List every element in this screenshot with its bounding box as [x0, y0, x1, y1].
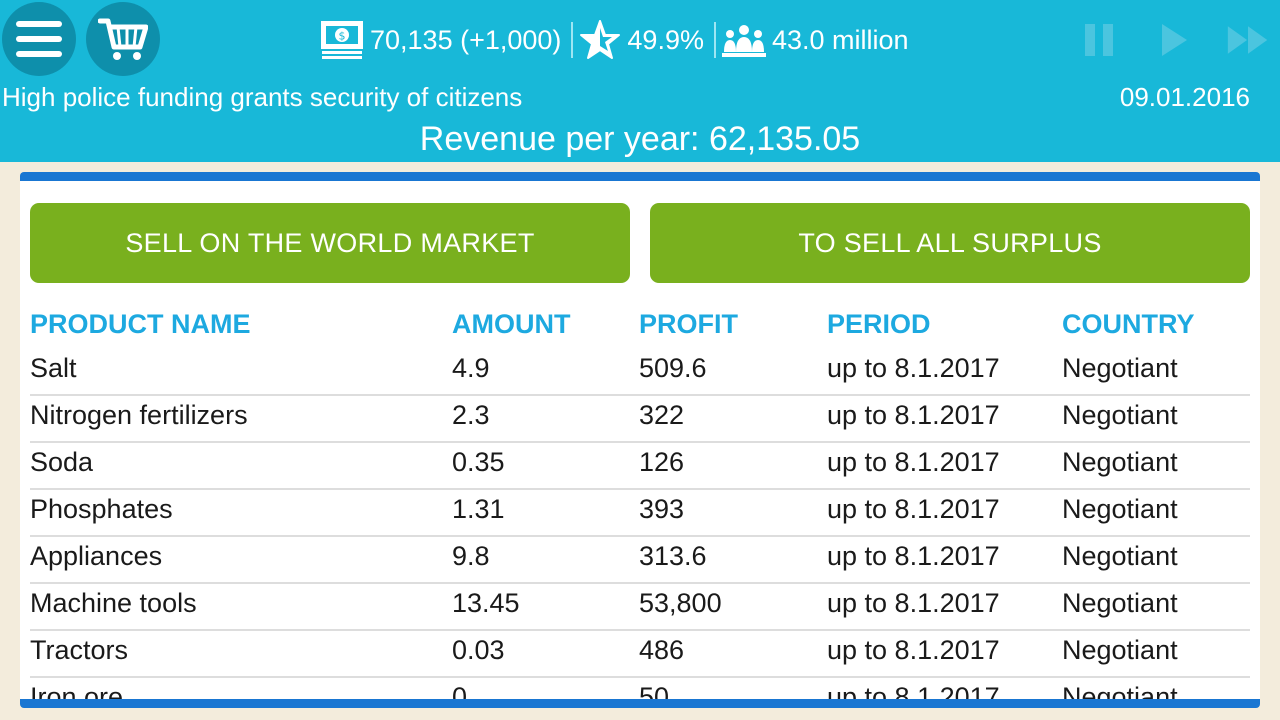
header-amount: AMOUNT — [452, 309, 571, 339]
amount: 13.45 — [452, 588, 520, 618]
table-row[interactable]: Tractors 0.03 486 up to 8.1.2017 Negotia… — [30, 631, 1250, 678]
amount: 0.35 — [452, 447, 505, 477]
product-name: Tractors — [30, 635, 129, 665]
period: up to 8.1.2017 — [827, 447, 1000, 477]
product-name: Appliances — [30, 541, 163, 571]
amount: 4.9 — [452, 353, 490, 383]
rating-stat: 49.9% — [579, 19, 704, 61]
profit: 486 — [639, 635, 685, 665]
country: Negotiant — [1062, 541, 1178, 571]
header-period: PERIOD — [827, 309, 931, 339]
period: up to 8.1.2017 — [827, 400, 1000, 430]
country: Negotiant — [1062, 682, 1178, 708]
country: Negotiant — [1062, 635, 1178, 665]
period: up to 8.1.2017 — [827, 494, 1000, 524]
country: Negotiant — [1062, 353, 1178, 383]
menu-button[interactable] — [2, 2, 76, 76]
svg-text:$: $ — [339, 30, 346, 43]
amount: 2.3 — [452, 400, 490, 430]
amount: 0.03 — [452, 635, 505, 665]
product-name: Nitrogen fertilizers — [30, 400, 248, 430]
pause-icon — [1085, 24, 1113, 56]
header-country: COUNTRY — [1062, 309, 1195, 339]
product-name: Machine tools — [30, 588, 197, 618]
menu-icon — [16, 21, 62, 57]
table-row[interactable]: Appliances 9.8 313.6 up to 8.1.2017 Nego… — [30, 537, 1250, 584]
product-name: Salt — [30, 353, 77, 383]
period: up to 8.1.2017 — [827, 635, 1000, 665]
shop-button[interactable] — [86, 2, 160, 76]
play-icon — [1162, 24, 1187, 56]
profit: 313.6 — [639, 541, 707, 571]
table-row[interactable]: Salt 4.9 509.6 up to 8.1.2017 Negotiant — [30, 349, 1250, 396]
population-value: 43.0 million — [771, 24, 909, 55]
star-icon — [580, 20, 621, 59]
cart-icon — [98, 18, 148, 60]
money-icon: $ — [321, 21, 363, 59]
table-row[interactable]: Soda 0.35 126 up to 8.1.2017 Negotiant — [30, 443, 1250, 490]
event-message: High police funding grants security of c… — [2, 82, 523, 112]
fast-forward-icon — [1227, 26, 1268, 54]
table-row[interactable]: Iron ore 0 50 up to 8.1.2017 Negotiant — [30, 678, 1250, 708]
sell-world-market-button[interactable]: SELL ON THE WORLD MARKET — [30, 203, 630, 283]
table-row[interactable]: Nitrogen fertilizers 2.3 322 up to 8.1.2… — [30, 396, 1250, 443]
country: Negotiant — [1062, 494, 1178, 524]
header-product-name: PRODUCT NAME — [30, 309, 251, 339]
trade-panel: SELL ON THE WORLD MARKET TO SELL ALL SUR… — [20, 172, 1260, 708]
period: up to 8.1.2017 — [827, 353, 1000, 383]
profit: 126 — [639, 447, 685, 477]
money-value: 70,135 (+1,000) — [370, 24, 562, 55]
header-profit: PROFIT — [639, 309, 738, 339]
product-name: Phosphates — [30, 494, 173, 524]
money-stat: $ 70,135 (+1,000) — [320, 20, 561, 60]
sell-all-surplus-button[interactable]: TO SELL ALL SURPLUS — [650, 203, 1250, 283]
stat-separator — [713, 22, 716, 58]
table-row[interactable]: Machine tools 13.45 53,800 up to 8.1.201… — [30, 584, 1250, 631]
product-name: Soda — [30, 447, 94, 477]
time-controls — [1048, 18, 1270, 62]
play-button[interactable] — [1152, 18, 1196, 62]
table-header: PRODUCT NAME AMOUNT PROFIT PERIOD COUNTR… — [30, 309, 1250, 349]
fast-forward-button[interactable] — [1226, 18, 1270, 62]
rating-value: 49.9% — [627, 24, 704, 55]
profit: 53,800 — [639, 588, 722, 618]
top-bar: $ 70,135 (+1,000) 49.9% — [0, 0, 1280, 162]
profit: 509.6 — [639, 353, 707, 383]
profit: 50 — [639, 682, 670, 708]
country: Negotiant — [1062, 447, 1178, 477]
profit: 393 — [639, 494, 685, 524]
period: up to 8.1.2017 — [827, 682, 1000, 708]
product-name: Iron ore — [30, 682, 124, 708]
population-stat: 43.0 million — [721, 22, 909, 58]
population-icon — [721, 25, 766, 57]
amount: 1.31 — [452, 494, 505, 524]
amount: 0 — [452, 682, 468, 708]
profit: 322 — [639, 400, 685, 430]
table-row[interactable]: Phosphates 1.31 393 up to 8.1.2017 Negot… — [30, 490, 1250, 537]
period: up to 8.1.2017 — [827, 541, 1000, 571]
pause-button[interactable] — [1078, 18, 1122, 62]
country: Negotiant — [1062, 400, 1178, 430]
product-table: Salt 4.9 509.6 up to 8.1.2017 Negotiant … — [30, 349, 1250, 708]
amount: 9.8 — [452, 541, 490, 571]
revenue-title: Revenue per year: 62,135.05 — [419, 120, 861, 158]
period: up to 8.1.2017 — [827, 588, 1000, 618]
country: Negotiant — [1062, 588, 1178, 618]
stats-bar: $ 70,135 (+1,000) 49.9% — [320, 14, 909, 66]
stat-separator — [571, 22, 574, 58]
game-date: 09.01.2016 — [1119, 82, 1250, 112]
